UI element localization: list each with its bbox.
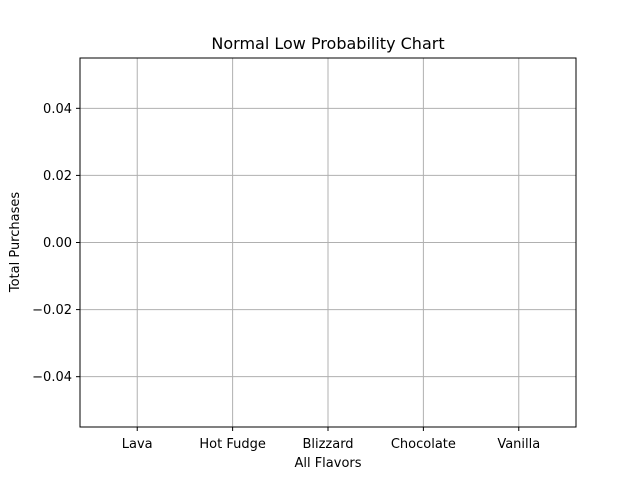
x-tick-label: Vanilla — [497, 437, 540, 452]
y-tick-label: −0.04 — [32, 370, 72, 385]
x-tick-label: Chocolate — [391, 437, 456, 452]
x-tick-label: Hot Fudge — [199, 437, 265, 452]
y-axis: −0.04 −0.02 0.00 0.02 0.04 — [32, 102, 80, 385]
x-axis: Lava Hot Fudge Blizzard Chocolate Vanilla — [122, 427, 540, 452]
y-tick-label: 0.00 — [43, 236, 72, 251]
grid — [80, 58, 576, 427]
chart-title: Normal Low Probability Chart — [211, 34, 444, 53]
y-tick-label: 0.04 — [43, 102, 72, 117]
x-tick-label: Blizzard — [302, 437, 353, 452]
x-axis-label: All Flavors — [294, 456, 361, 471]
y-tick-label: 0.02 — [43, 169, 72, 184]
x-tick-label: Lava — [122, 437, 153, 452]
y-axis-label: Total Purchases — [8, 192, 23, 294]
y-tick-label: −0.02 — [32, 303, 72, 318]
